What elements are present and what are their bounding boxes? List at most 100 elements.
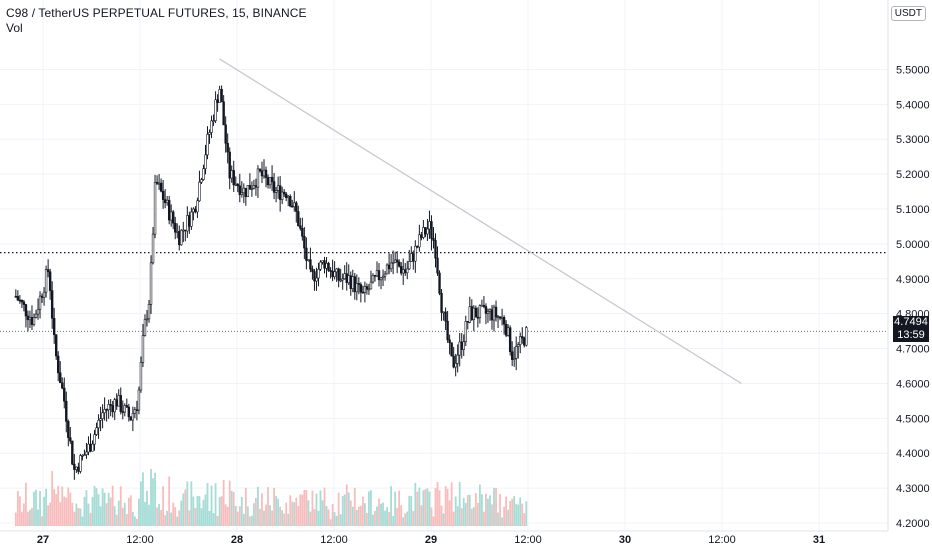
candle-body xyxy=(406,268,409,274)
candle-body xyxy=(301,228,304,237)
candle-body xyxy=(325,262,328,269)
candle-body xyxy=(381,275,385,279)
symbol-title[interactable]: C98 / TetherUS PERPETUAL FUTURES, 15, BI… xyxy=(6,6,307,20)
candle-body xyxy=(32,317,36,325)
candle-body xyxy=(101,412,104,419)
candle-body xyxy=(339,279,342,282)
volume-bar xyxy=(359,505,362,526)
price-tick-label: 4.2000 xyxy=(896,518,930,530)
candle-body xyxy=(16,296,20,301)
volume-bar xyxy=(222,479,225,526)
volume-bar xyxy=(440,505,443,526)
candle-body xyxy=(105,409,108,411)
volume-bar xyxy=(483,511,485,526)
candle-body xyxy=(272,181,276,193)
candle-body xyxy=(329,270,332,272)
candle-body xyxy=(113,399,116,413)
candle-body xyxy=(176,231,179,233)
volume-bar xyxy=(478,484,481,526)
volume-bar xyxy=(495,487,497,526)
candle-body xyxy=(240,192,244,195)
candle-body xyxy=(127,406,131,418)
candle-body xyxy=(147,304,151,320)
volume-bar xyxy=(83,496,86,526)
candle-body xyxy=(341,278,344,281)
volume-bar xyxy=(240,496,243,526)
volume-bar xyxy=(194,508,197,526)
volume-bar xyxy=(434,488,437,526)
volume-bar xyxy=(414,482,417,526)
time-tick-label: 29 xyxy=(425,534,437,546)
volume-bar xyxy=(236,511,239,526)
volume-bar xyxy=(246,506,249,526)
volume-bar xyxy=(363,503,366,526)
volume-bar xyxy=(176,516,179,526)
volume-indicator-label[interactable]: Vol xyxy=(6,21,23,35)
price-tick-label: 4.4000 xyxy=(896,448,930,460)
volume-bar xyxy=(95,488,98,526)
volume-bar xyxy=(460,508,463,526)
candle-body xyxy=(289,196,292,207)
volume-bar xyxy=(105,503,108,526)
volume-bar xyxy=(515,504,518,526)
candle-body xyxy=(155,181,159,184)
volume-bar xyxy=(345,484,348,526)
candle-body xyxy=(446,320,449,341)
candle-body xyxy=(266,177,270,186)
candle-body xyxy=(129,416,133,421)
candle-body xyxy=(186,215,189,232)
volume-bar xyxy=(103,492,106,526)
volume-bar xyxy=(450,482,453,526)
price-tick-label: 5.5000 xyxy=(896,64,930,76)
volume-bar xyxy=(525,501,528,526)
volume-bar xyxy=(67,487,70,526)
candle-body xyxy=(133,409,137,414)
volume-bar xyxy=(402,517,405,526)
candle-body xyxy=(139,362,143,391)
time-tick-label: 28 xyxy=(231,534,243,546)
volume-bar xyxy=(43,496,45,526)
candle-body xyxy=(248,185,252,190)
volume-bar xyxy=(370,490,372,526)
volume-bar xyxy=(408,495,411,526)
volume-bar xyxy=(220,496,223,526)
candle-body xyxy=(464,321,467,342)
volume-bar xyxy=(378,498,380,526)
candle-body xyxy=(220,89,223,103)
candle-body xyxy=(478,305,482,318)
volume-bar xyxy=(248,516,251,526)
candle-body xyxy=(500,317,504,319)
volume-bar xyxy=(244,487,247,526)
volume-bar xyxy=(216,516,219,526)
candle-body xyxy=(163,199,167,204)
volume-bar xyxy=(160,509,163,526)
candle-body xyxy=(434,240,437,259)
volume-bar xyxy=(513,496,516,526)
candle-body xyxy=(260,170,264,177)
candle-body xyxy=(169,211,173,221)
volume-bar xyxy=(65,497,68,526)
volume-bar xyxy=(23,503,25,526)
candle-body xyxy=(85,451,88,455)
candle-body xyxy=(317,269,320,279)
candle-body xyxy=(321,260,324,263)
volume-bar xyxy=(212,513,215,526)
volume-bar xyxy=(273,487,275,526)
volume-bar xyxy=(454,496,457,526)
volume-bar xyxy=(297,506,300,526)
candle-body xyxy=(430,221,433,239)
volume-bar xyxy=(238,506,241,526)
candle-body xyxy=(143,319,147,336)
candle-body xyxy=(482,304,486,307)
candle-body xyxy=(305,247,308,261)
volume-bar xyxy=(323,487,326,526)
volume-bar xyxy=(57,485,60,526)
price-tick-label: 4.6000 xyxy=(896,378,930,390)
volume-bar xyxy=(283,513,286,526)
candle-body xyxy=(71,440,74,465)
time-tick-label: 12:00 xyxy=(320,534,348,546)
candle-body xyxy=(91,443,94,452)
currency-button[interactable]: USDT xyxy=(890,6,926,21)
candle-body xyxy=(258,168,262,172)
